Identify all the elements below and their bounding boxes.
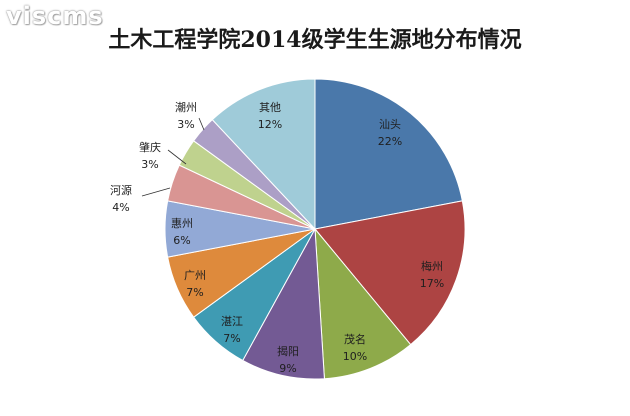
slice-name-label: 潮州 <box>175 100 197 114</box>
chart-title: 土木工程学院2014级学生生源地分布情况 <box>108 27 522 53</box>
pie-slice-11 <box>211 78 316 231</box>
slice-percent-label: 10% <box>343 350 367 363</box>
leader-lines <box>141 117 205 197</box>
slice-percent-label: 17% <box>420 277 444 290</box>
slice-name-label: 湛江 <box>221 315 243 328</box>
slice-percent-label: 6% <box>173 234 190 247</box>
slice-name-label: 梅州 <box>421 259 443 273</box>
slice-percent-label: 3% <box>141 158 158 171</box>
slice-name-label: 汕头 <box>379 118 401 131</box>
slice-name-label: 惠州 <box>171 216 193 230</box>
slice-percent-label: 4% <box>112 201 129 214</box>
slice-percent-label: 22% <box>378 135 402 148</box>
slice-percent-label: 12% <box>258 118 282 131</box>
leader-line-9 <box>167 149 187 165</box>
slice-percent-label: 3% <box>177 118 194 131</box>
watermark-logo: viscms <box>6 2 104 30</box>
slice-labels: 汕头 22% 梅州 17% 茂名 10% 揭阳 9% 湛江 7% 广州 7% 惠州 6% 河源 4% 肇庆 3% 潮… <box>110 100 444 375</box>
pie-slice-2 <box>314 200 466 346</box>
pie-slice-4 <box>242 227 325 380</box>
leader-line-8 <box>141 187 171 197</box>
pie-slice-1 <box>314 78 463 230</box>
slice-name-label: 肇庆 <box>139 140 161 154</box>
slice-percent-label: 7% <box>186 286 203 299</box>
slice-name-label: 广州 <box>184 269 206 282</box>
slice-name-label: 揭阳 <box>277 344 299 358</box>
slice-percent-label: 9% <box>279 362 296 375</box>
slice-name-label: 其他 <box>259 101 281 114</box>
slice-name-label: 河源 <box>110 183 132 197</box>
leader-line-10 <box>198 117 205 131</box>
slice-percent-label: 7% <box>223 332 240 345</box>
pie-slices <box>164 78 466 380</box>
slice-name-label: 茂名 <box>344 332 366 346</box>
pie-slice-3 <box>314 227 412 380</box>
